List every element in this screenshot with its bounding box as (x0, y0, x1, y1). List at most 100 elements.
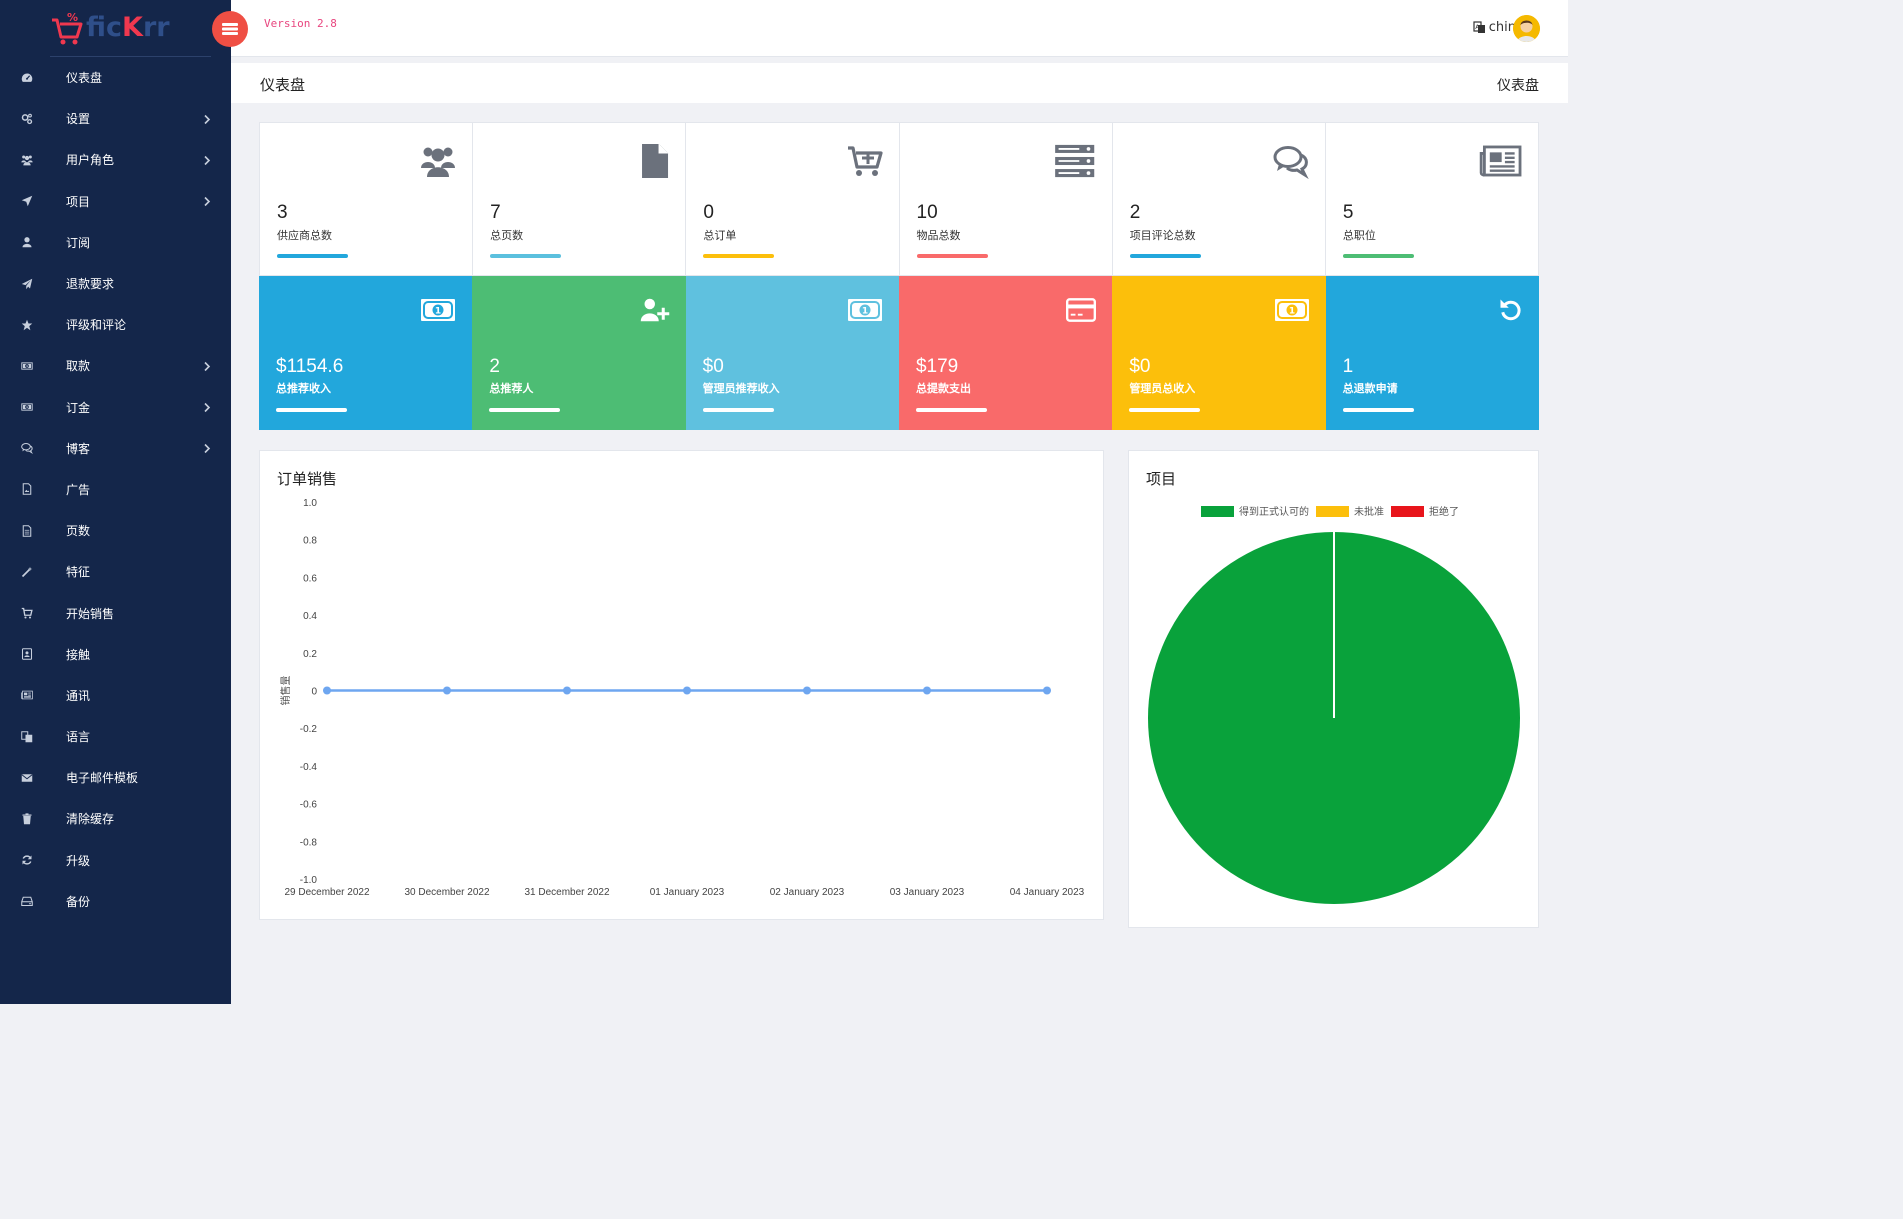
page-title: 仪表盘 (260, 76, 306, 94)
y-axis-label: 销售量 (279, 676, 292, 706)
sidebar-item[interactable]: 订阅 (0, 222, 231, 263)
data-point (323, 686, 331, 695)
sidebar-item-label: 订阅 (66, 235, 91, 250)
breadcrumb[interactable]: 仪表盘 (1497, 78, 1539, 94)
sidebar-item[interactable]: 设置 (0, 98, 231, 139)
data-point (1043, 686, 1051, 695)
user-avatar-icon (1513, 15, 1540, 42)
legend-label: 未批准 (1354, 505, 1384, 518)
stat-accent-bar (915, 408, 987, 412)
sidebar-item[interactable]: 通讯 (0, 675, 231, 716)
sidebar-item-label: 接触 (66, 647, 91, 662)
logo[interactable]: % ficKrr (0, 0, 231, 57)
sidebar-item[interactable]: 广告 (0, 469, 231, 510)
stat-value: 0 (703, 202, 714, 223)
stat-label: 供应商总数 (277, 229, 332, 242)
stat-card[interactable]: 7 总页数 (473, 123, 687, 275)
users-icon (20, 153, 34, 167)
file-icon (641, 143, 669, 183)
money-icon: 1 (1274, 298, 1310, 326)
stat-label: 项目评论总数 (1129, 229, 1196, 242)
sidebar-item[interactable]: 页数 (0, 510, 231, 551)
y-tick-label: 0.6 (303, 573, 317, 584)
stat-card[interactable]: 5 总职位 (1326, 123, 1538, 275)
data-point (683, 686, 691, 695)
newspaper-icon (1479, 143, 1522, 183)
stat-label: 管理员推荐收入 (702, 382, 780, 395)
x-tick-label: 03 January 2023 (890, 887, 965, 898)
sales-chart-panel: 订单销售 1.0 0.8 0.6 0.4 0.2 0 -0.2 -0.4 -0.6 -0.8 -1.… (259, 450, 1104, 920)
sidebar-item[interactable]: 博客 (0, 428, 231, 469)
y-tick-label: -0.6 (300, 800, 318, 811)
y-tick-label: -0.2 (300, 724, 318, 735)
sidebar-item[interactable]: 升级 (0, 840, 231, 881)
data-point (923, 686, 931, 695)
stat-card[interactable]: 10 物品总数 (900, 123, 1113, 275)
sidebar-item[interactable]: 清除缓存 (0, 798, 231, 839)
stat-accent-bar (277, 254, 348, 258)
color-stat-card[interactable]: 1 $1154.6 总推荐收入 (259, 276, 473, 430)
sidebar-item[interactable]: 接触 (0, 634, 231, 675)
stat-accent-bar (1129, 408, 1201, 412)
sales-line-chart: 1.0 0.8 0.6 0.4 0.2 0 -0.2 -0.4 -0.6 -0.8 -1.0 销售量 2… (279, 498, 1085, 898)
color-stat-card[interactable]: $179 总提款支出 (898, 276, 1113, 430)
sidebar-item[interactable]: 开始销售 (0, 592, 231, 633)
user-icon (20, 235, 34, 249)
comments-icon (1273, 143, 1309, 183)
stat-label: 总订单 (703, 229, 737, 242)
sidebar-item-label: 取款 (66, 359, 91, 374)
y-tick-label: 0.2 (303, 649, 317, 660)
color-stat-card[interactable]: 1 总退款申请 (1325, 276, 1539, 430)
sidebar-toggle-button[interactable] (212, 11, 248, 47)
cart-plus-icon (847, 143, 883, 183)
data-point (563, 686, 571, 695)
sidebar-item-label: 设置 (66, 112, 91, 127)
sidebar-item[interactable]: 备份 (0, 881, 231, 922)
projects-chart-title: 项目 (1146, 470, 1177, 488)
stat-value: 2 (489, 356, 500, 377)
paper-plane-icon (20, 277, 34, 291)
color-stat-card[interactable]: 1 $0 管理员推荐收入 (685, 276, 899, 430)
legend-swatch (1316, 506, 1349, 517)
color-stat-card[interactable]: 2 总推荐人 (472, 276, 686, 430)
chevron-right-icon (203, 439, 211, 458)
language-icon (20, 730, 34, 744)
legend-label: 拒绝了 (1429, 505, 1459, 518)
sidebar-item[interactable]: 电子邮件模板 (0, 757, 231, 798)
stat-value: 2 (1129, 202, 1141, 223)
projects-pie-chart: 得到正式认可的 未批准 拒绝了 (1148, 505, 1520, 904)
sidebar-item[interactable]: 退款要求 (0, 263, 231, 304)
topbar: Version 2.8 A china (212, 0, 1568, 57)
stat-card[interactable]: 2 项目评论总数 (1113, 123, 1326, 275)
sidebar-item[interactable]: 项目 (0, 181, 231, 222)
stat-accent-bar (1129, 254, 1201, 258)
stat-accent-bar (276, 408, 347, 412)
stat-value: $0 (1129, 356, 1151, 377)
x-tick-label: 29 December 2022 (284, 887, 369, 898)
y-tick-label: -0.8 (300, 837, 318, 848)
logo-divider (50, 56, 211, 57)
stat-label: 总推荐收入 (276, 382, 331, 395)
sidebar-item[interactable]: 特征 (0, 551, 231, 592)
sidebar-item[interactable]: 1 订金 (0, 387, 231, 428)
sidebar-item[interactable]: 仪表盘 (0, 57, 231, 98)
undo-icon (1499, 298, 1523, 326)
money-icon: 1 (420, 298, 456, 326)
chevron-right-icon (203, 150, 211, 169)
sidebar-item-label: 特征 (66, 565, 91, 580)
svg-text:1: 1 (435, 307, 441, 317)
stat-value: 10 (916, 202, 938, 223)
sidebar-item-label: 项目 (66, 194, 91, 209)
sidebar-item[interactable]: 用户角色 (0, 139, 231, 180)
avatar[interactable] (1513, 15, 1540, 42)
credit-card-icon (1066, 298, 1097, 326)
sidebar-item[interactable]: 语言 (0, 716, 231, 757)
color-stat-card[interactable]: 1 $0 管理员总收入 (1112, 276, 1326, 430)
data-point (443, 686, 451, 695)
stat-card[interactable]: 3 供应商总数 (260, 123, 474, 275)
sidebar-nav: 仪表盘设置用户角色项目订阅退款要求 评级和评论 1 取款 1 订金 博客 广告 页数特征开始销售… (0, 57, 231, 922)
stat-card[interactable]: 0 总订单 (686, 123, 900, 275)
svg-text:A: A (1475, 24, 1480, 31)
sidebar-item[interactable]: 评级和评论 (0, 304, 231, 345)
sidebar-item[interactable]: 1 取款 (0, 345, 231, 386)
